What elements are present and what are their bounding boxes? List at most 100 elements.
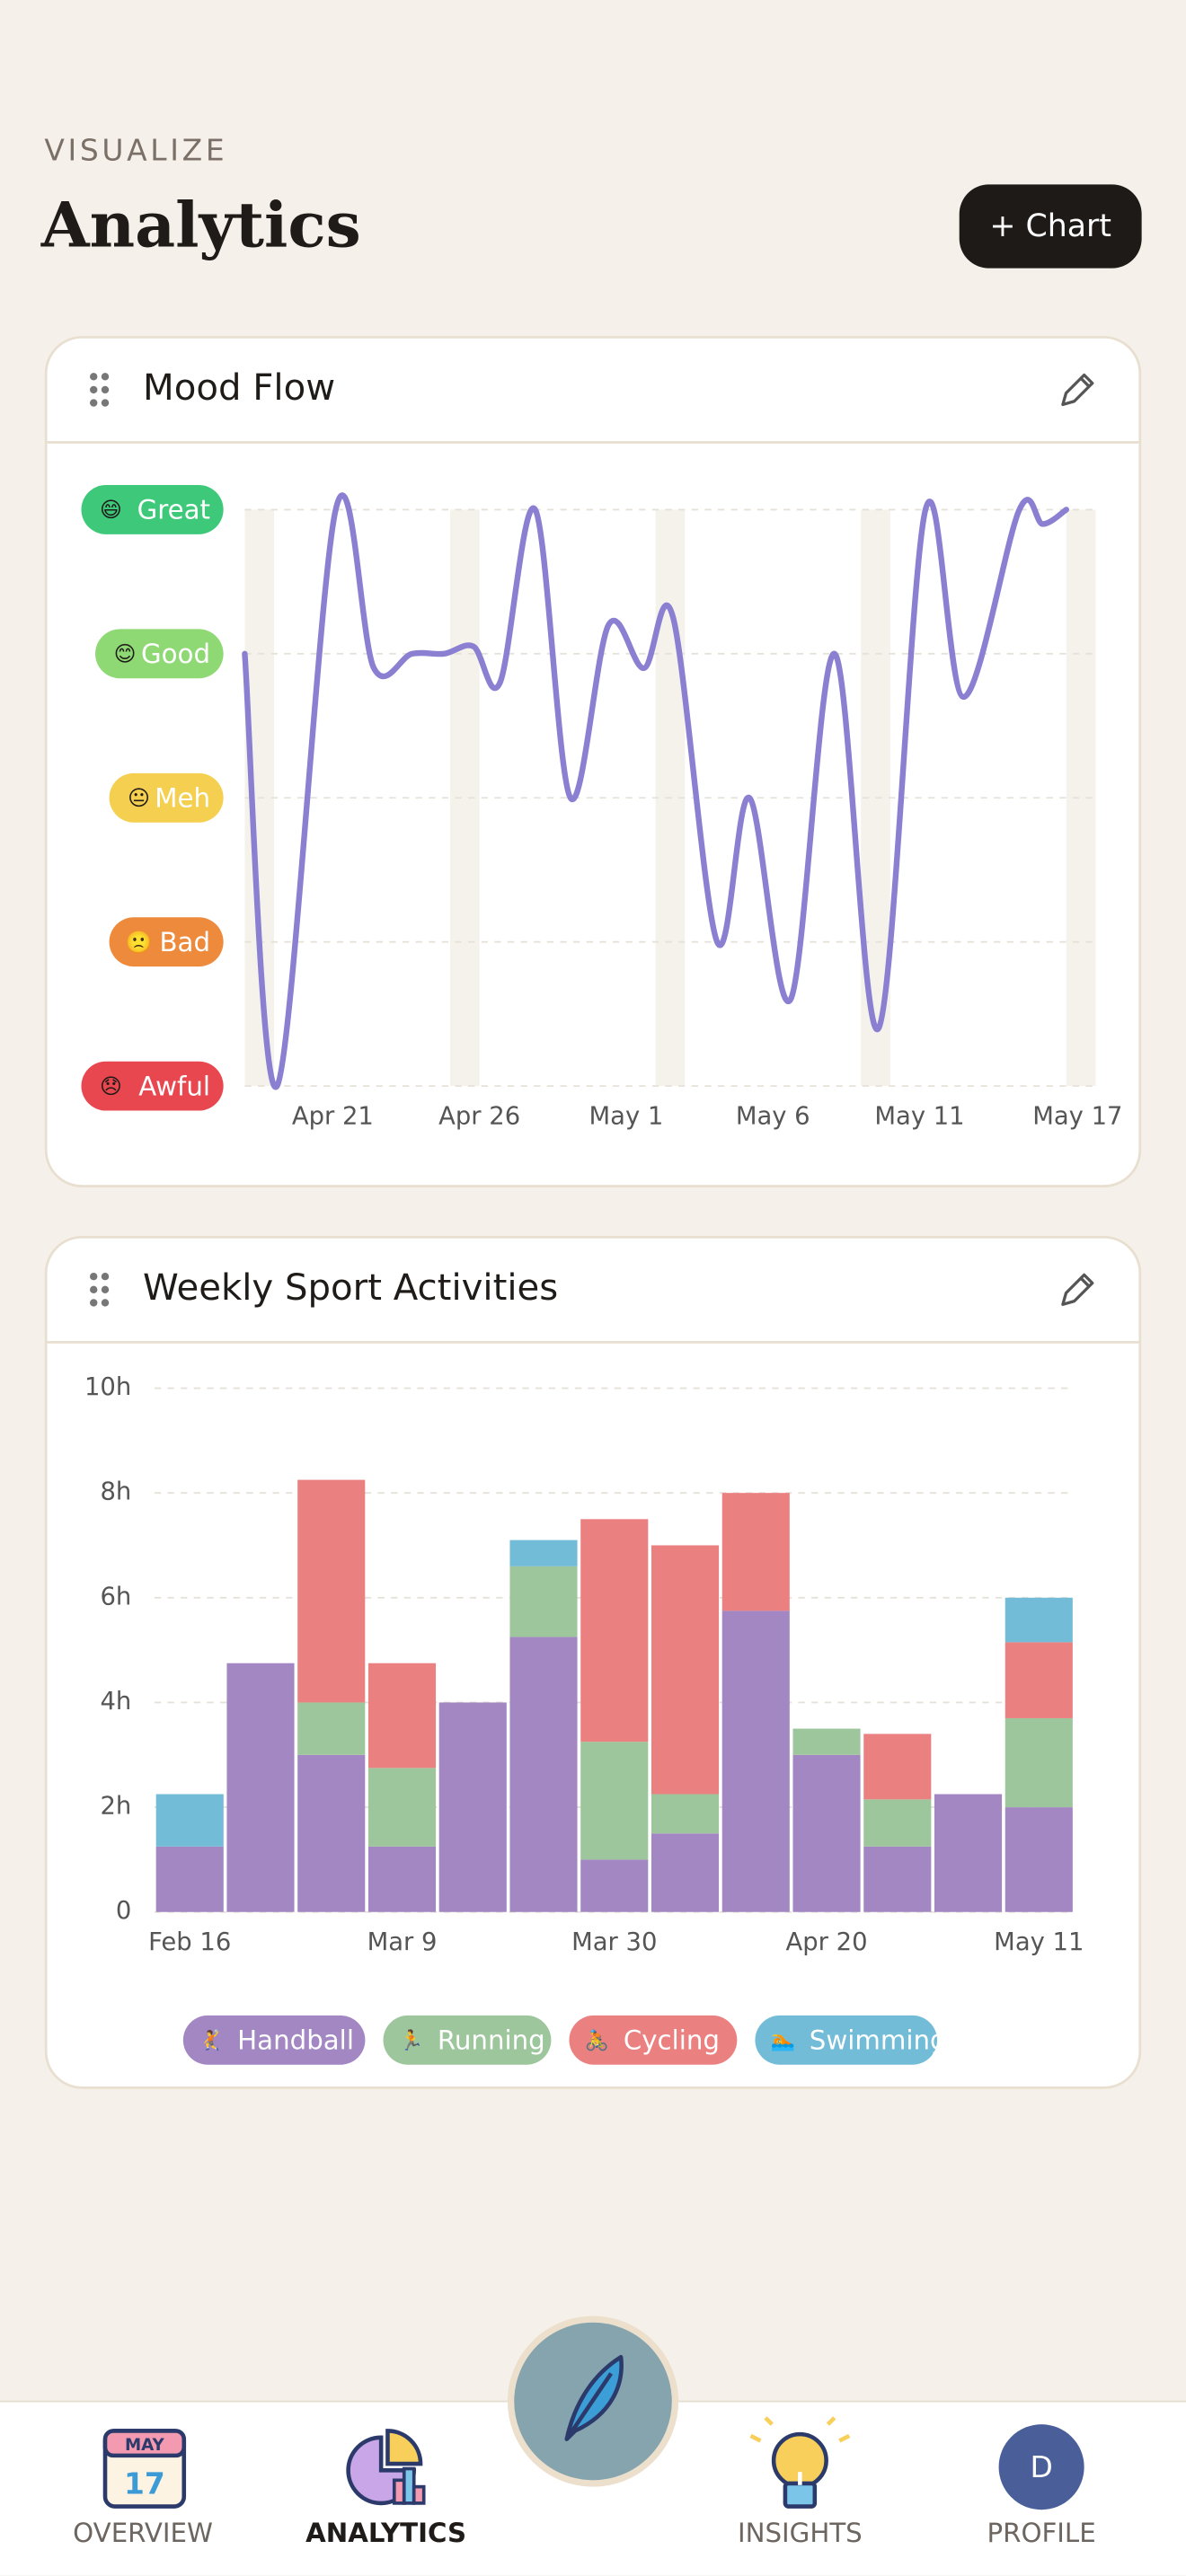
legend-label: Cycling — [624, 2025, 720, 2056]
mood-pill — [109, 917, 224, 967]
avatar-initial: D — [1030, 2449, 1052, 2484]
y-tick-label: 6h — [100, 1583, 131, 1610]
nav-label[interactable]: OVERVIEW — [73, 2518, 213, 2548]
legend-pill — [569, 2015, 738, 2065]
bar-segment — [651, 1545, 720, 1795]
nav-label[interactable]: PROFILE — [987, 2518, 1096, 2548]
x-tick-label: May 6 — [736, 1102, 810, 1130]
edit-icon[interactable] — [1061, 1273, 1094, 1306]
y-tick-label: 8h — [100, 1478, 131, 1506]
legend-pill — [755, 2015, 938, 2065]
bar-segment — [509, 1539, 578, 1566]
y-tick-label: 2h — [100, 1793, 131, 1821]
calendar-day: 17 — [124, 2466, 165, 2501]
legend-icon: 🏊 — [771, 2030, 795, 2052]
bar-segment — [1005, 1597, 1073, 1643]
x-tick-label: May 17 — [1032, 1102, 1122, 1130]
legend-icon: 🚴 — [585, 2029, 609, 2052]
x-tick-label: Apr 26 — [438, 1102, 520, 1130]
mood-pill — [109, 772, 224, 823]
drag-handle[interactable] — [90, 1272, 110, 1307]
x-tick-label: Feb 16 — [148, 1928, 231, 1956]
y-tick-label: 10h — [84, 1373, 131, 1401]
mood-pill — [81, 1061, 224, 1111]
page-title: Analytics — [40, 190, 361, 262]
avatar[interactable] — [998, 2424, 1084, 2510]
x-tick-label: Mar 9 — [367, 1928, 438, 1956]
bar-segment — [155, 1794, 224, 1847]
insights-icon — [749, 2416, 851, 2509]
bar-segment — [509, 1636, 578, 1912]
y-tick-label: Awful — [138, 1071, 210, 1101]
bar-segment — [1005, 1807, 1073, 1912]
bar-segment — [297, 1754, 366, 1912]
bar-segment — [863, 1846, 932, 1912]
legend-pill — [182, 2015, 366, 2065]
mood-icon: 🙁 — [126, 930, 153, 955]
bar-segment — [1005, 1717, 1073, 1808]
feather-icon — [564, 2354, 624, 2441]
bar-segment — [580, 1859, 649, 1912]
add-chart-button[interactable] — [959, 184, 1142, 269]
y-tick-label: Bad — [159, 927, 210, 957]
eyebrow: VISUALIZE — [44, 132, 227, 167]
x-tick-label: May 1 — [589, 1102, 664, 1130]
bar-segment — [297, 1479, 366, 1703]
bar-segment — [1005, 1642, 1073, 1718]
x-tick-label: May 11 — [994, 1928, 1084, 1956]
calendar-icon — [102, 2429, 187, 2509]
mood-pill — [95, 629, 224, 679]
bar-segment — [651, 1833, 720, 1912]
x-tick-label: Apr 21 — [292, 1102, 374, 1130]
bar-segment — [792, 1754, 861, 1912]
bar-segment — [509, 1566, 578, 1637]
mood-icon: 😊 — [114, 641, 137, 666]
bar-segment — [297, 1702, 366, 1755]
nav-label[interactable]: INSIGHTS — [738, 2518, 863, 2548]
card-title: Mood Flow — [143, 367, 335, 409]
add-chart-label: + Chart — [989, 208, 1111, 244]
bar-segment — [580, 1742, 649, 1860]
bar-segment — [367, 1768, 437, 1847]
weekend-band — [450, 509, 480, 1087]
bar-segment — [155, 1846, 224, 1912]
edit-icon[interactable] — [1061, 373, 1094, 407]
bar-segment — [226, 1663, 295, 1912]
card-title: Weekly Sport Activities — [143, 1267, 558, 1309]
y-tick-label: 4h — [100, 1688, 131, 1716]
bar-segment — [438, 1702, 507, 1912]
calendar-month: MAY — [125, 2436, 165, 2455]
x-tick-label: May 11 — [874, 1102, 964, 1130]
legend-label: Running — [438, 2025, 545, 2056]
bar-segment — [863, 1734, 932, 1800]
mood-icon: 😐 — [128, 786, 150, 811]
legend-label: Swimming — [810, 2025, 947, 2056]
x-tick-label: Apr 20 — [786, 1928, 868, 1956]
bar-segment — [580, 1519, 649, 1742]
x-tick-label: Mar 30 — [571, 1928, 657, 1956]
bar-segment — [934, 1794, 1003, 1912]
drag-handle[interactable] — [90, 373, 110, 407]
legend-pill — [383, 2015, 552, 2065]
mood-icon: 😄 — [100, 498, 122, 523]
bar-segment — [367, 1663, 437, 1769]
bar-segment — [651, 1794, 720, 1834]
y-tick-label: 0 — [116, 1897, 131, 1925]
y-tick-label: Great — [137, 495, 210, 525]
y-tick-label: Good — [141, 639, 210, 669]
bar-segment — [863, 1799, 932, 1847]
mood-icon: 😞 — [100, 1073, 122, 1098]
legend-label: Handball — [237, 2025, 354, 2056]
bar-segment — [792, 1728, 861, 1755]
mood-pill — [81, 484, 224, 534]
card — [44, 336, 1142, 1188]
bar-segment — [721, 1493, 790, 1611]
bar-segment — [367, 1846, 437, 1912]
legend-icon: 🤾 — [199, 2029, 223, 2052]
analytics-icon — [346, 2429, 426, 2506]
nav-label[interactable]: ANALYTICS — [305, 2518, 466, 2548]
bar-segment — [721, 1610, 790, 1912]
mood-line — [242, 492, 1069, 1090]
